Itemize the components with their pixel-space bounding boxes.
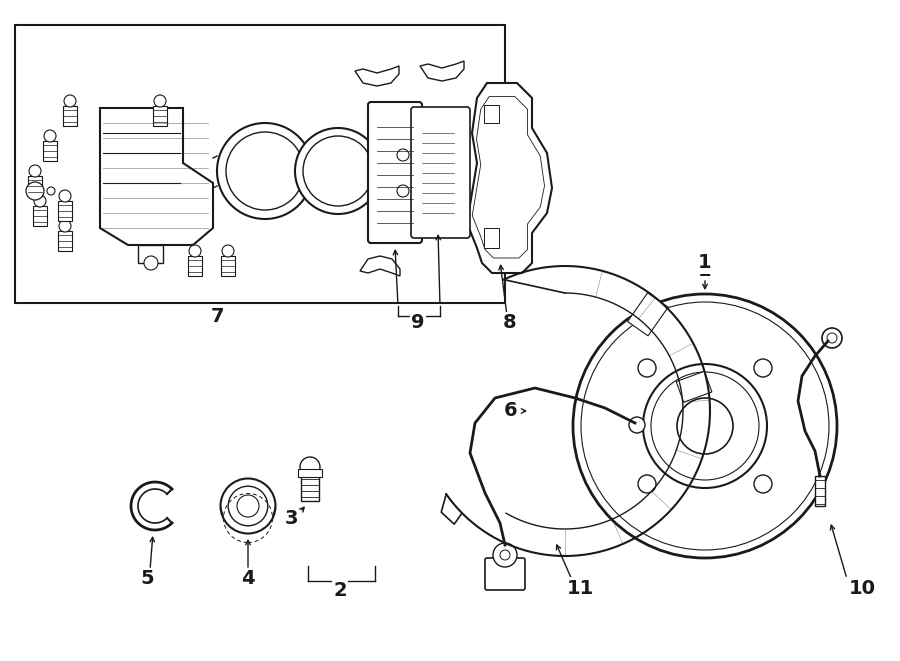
Circle shape [500, 550, 510, 560]
Circle shape [643, 364, 767, 488]
Bar [301, 473, 319, 501]
Circle shape [44, 130, 56, 142]
Bar [153, 106, 167, 126]
Circle shape [59, 190, 71, 202]
Text: 2: 2 [333, 582, 346, 600]
Circle shape [226, 132, 304, 210]
Polygon shape [360, 256, 400, 276]
Circle shape [638, 359, 656, 377]
Circle shape [26, 182, 44, 200]
Text: 1: 1 [698, 262, 712, 280]
Circle shape [397, 149, 409, 161]
Polygon shape [420, 61, 464, 81]
Circle shape [154, 95, 166, 107]
Circle shape [189, 245, 201, 257]
Circle shape [295, 128, 381, 214]
FancyBboxPatch shape [485, 558, 525, 590]
Bar [15, 25, 505, 303]
Text: 6: 6 [506, 401, 520, 420]
Bar [815, 476, 825, 506]
Circle shape [47, 187, 55, 195]
Circle shape [29, 165, 41, 177]
Text: 5: 5 [140, 568, 154, 588]
Text: 8: 8 [503, 315, 517, 334]
Polygon shape [467, 83, 552, 273]
Bar [627, 293, 668, 336]
Text: 4: 4 [241, 568, 255, 588]
Text: 10: 10 [849, 578, 876, 598]
Text: 9: 9 [411, 313, 425, 332]
Text: 6: 6 [504, 401, 518, 420]
Bar [221, 256, 235, 276]
Circle shape [300, 457, 320, 477]
Text: 3: 3 [284, 508, 298, 527]
Circle shape [638, 475, 656, 493]
Circle shape [64, 95, 76, 107]
Text: 11: 11 [566, 578, 594, 598]
Text: 8: 8 [503, 313, 517, 332]
Bar [28, 176, 42, 196]
Bar [188, 256, 202, 276]
Ellipse shape [229, 486, 268, 525]
Polygon shape [138, 245, 163, 263]
Text: 4: 4 [241, 570, 255, 588]
Text: 9: 9 [411, 315, 425, 334]
Bar [58, 231, 72, 251]
Circle shape [59, 220, 71, 232]
Bar [676, 371, 712, 402]
Bar [43, 141, 57, 161]
Circle shape [34, 195, 46, 207]
Bar [298, 469, 322, 477]
Bar [63, 106, 77, 126]
Polygon shape [355, 66, 399, 86]
Text: 2: 2 [333, 582, 346, 600]
Circle shape [573, 294, 837, 558]
Circle shape [222, 245, 234, 257]
Text: 3: 3 [286, 508, 300, 527]
Circle shape [677, 398, 733, 454]
Circle shape [397, 185, 409, 197]
Circle shape [493, 543, 517, 567]
Circle shape [629, 417, 645, 433]
Bar [484, 105, 499, 123]
Text: 1: 1 [698, 254, 712, 272]
Text: 7: 7 [213, 307, 227, 325]
Bar [58, 201, 72, 221]
Circle shape [144, 256, 158, 270]
Bar [484, 228, 499, 248]
Circle shape [822, 328, 842, 348]
Ellipse shape [220, 479, 275, 533]
Text: 7: 7 [212, 307, 225, 325]
Bar [33, 206, 47, 226]
Text: 10: 10 [849, 578, 876, 598]
Circle shape [827, 333, 837, 343]
Text: 5: 5 [140, 570, 154, 588]
Ellipse shape [237, 495, 259, 517]
Circle shape [303, 136, 373, 206]
FancyBboxPatch shape [411, 107, 470, 238]
FancyBboxPatch shape [368, 102, 422, 243]
Circle shape [754, 359, 772, 377]
Circle shape [754, 475, 772, 493]
Polygon shape [100, 108, 213, 245]
Text: 11: 11 [566, 578, 594, 598]
Circle shape [217, 123, 313, 219]
